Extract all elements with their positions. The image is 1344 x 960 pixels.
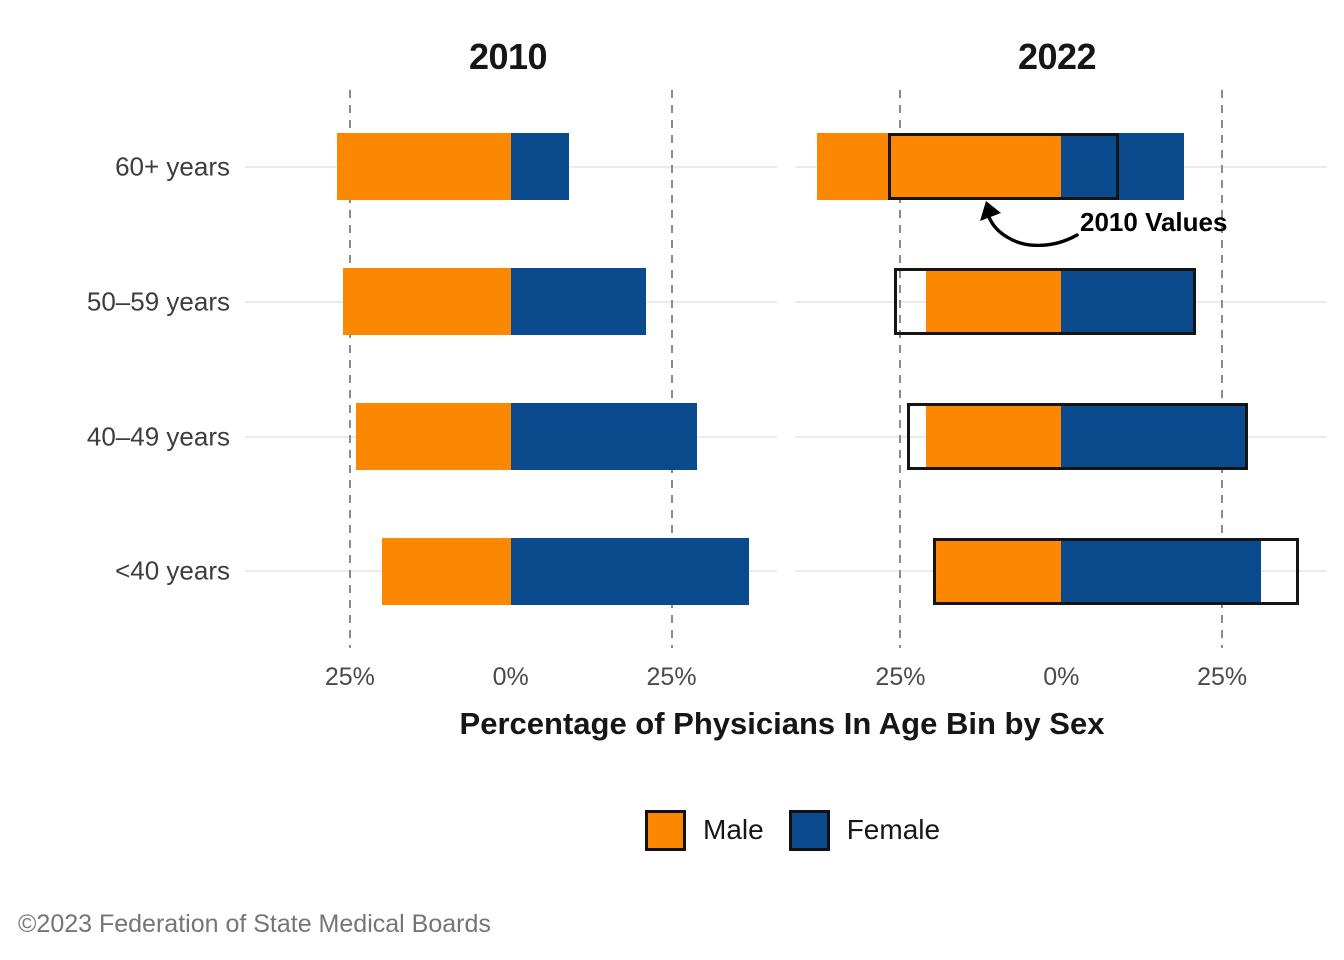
legend-key-male-swatch bbox=[645, 809, 686, 851]
x-axis-title: Percentage of Physicians In Age Bin by S… bbox=[459, 706, 1105, 741]
x-tick-label: 25% bbox=[324, 663, 375, 691]
category-label: 60+ years bbox=[115, 151, 230, 181]
bar-male bbox=[356, 403, 511, 470]
outline-2010-values bbox=[932, 537, 1300, 605]
bar-female bbox=[1061, 403, 1248, 470]
bar-female bbox=[510, 268, 646, 335]
outline-2010-values bbox=[906, 403, 1248, 470]
category-label: 40–49 years bbox=[86, 421, 230, 451]
dashed-gridline-25pct bbox=[670, 90, 673, 648]
bar-female bbox=[1061, 268, 1197, 335]
bar-male bbox=[343, 268, 511, 335]
dashed-gridline-25pct bbox=[1221, 90, 1224, 648]
annotation-arrow-icon bbox=[980, 201, 1079, 247]
bar-female bbox=[1061, 537, 1261, 605]
bar-male bbox=[926, 268, 1062, 335]
legend-key-female-swatch bbox=[788, 809, 830, 851]
copyright-footer: ©2023 Federation of State Medical Boards bbox=[18, 910, 491, 938]
x-tick-label: 25% bbox=[1197, 663, 1248, 691]
bar-male bbox=[816, 133, 1062, 200]
x-tick-label: 25% bbox=[875, 663, 926, 691]
outline-2010-values bbox=[894, 268, 1197, 335]
legend-label-male: Male bbox=[703, 814, 764, 845]
category-label: <40 years bbox=[115, 555, 230, 586]
bar-male bbox=[382, 537, 511, 605]
bar-female bbox=[1061, 133, 1184, 200]
facet-title-2010: 2010 bbox=[468, 36, 548, 77]
annotation-2010-values: 2010 Values bbox=[1080, 207, 1228, 237]
x-tick-label: 25% bbox=[646, 663, 697, 691]
outline-2010-values bbox=[887, 133, 1120, 200]
bar-male bbox=[926, 403, 1062, 470]
bar-male bbox=[932, 537, 1062, 605]
dashed-gridline-25pct bbox=[899, 90, 902, 648]
facet-title-2022: 2022 bbox=[1017, 36, 1097, 77]
category-label: 50–59 years bbox=[86, 286, 230, 316]
x-tick-label: 0% bbox=[492, 663, 529, 691]
legend-label-female: Female bbox=[846, 814, 941, 845]
dashed-gridline-25pct bbox=[348, 90, 351, 648]
x-tick-label: 0% bbox=[1043, 663, 1080, 691]
bar-female bbox=[510, 537, 749, 605]
legend: Male Female bbox=[645, 808, 940, 852]
bar-female bbox=[510, 133, 569, 200]
bar-male bbox=[336, 133, 511, 200]
bar-female bbox=[510, 403, 698, 470]
